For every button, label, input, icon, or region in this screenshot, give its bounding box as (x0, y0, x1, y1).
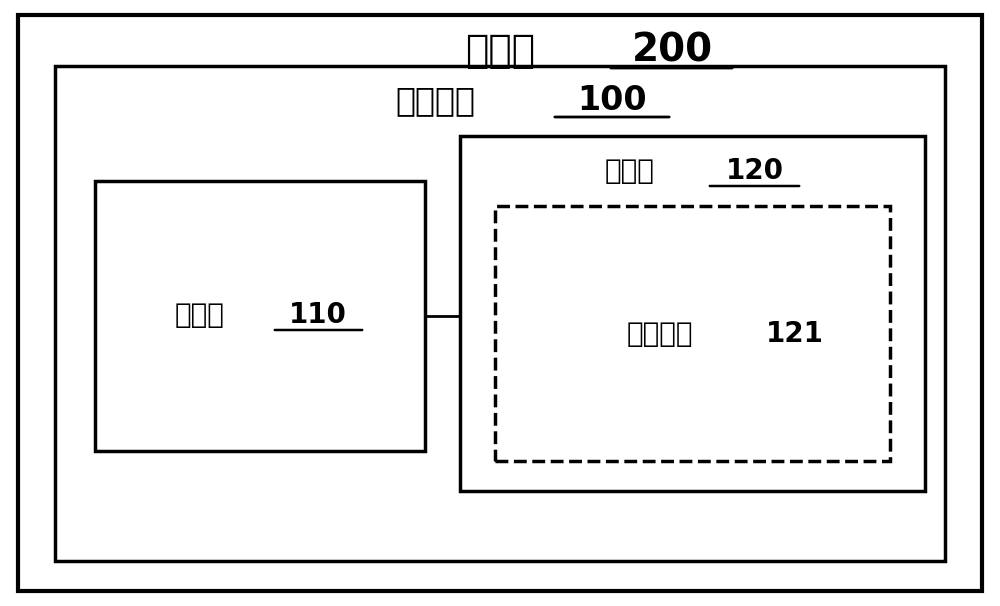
FancyBboxPatch shape (95, 181, 425, 451)
FancyBboxPatch shape (55, 66, 945, 561)
Text: 控制装置: 控制装置 (395, 84, 475, 118)
Text: 100: 100 (577, 84, 647, 118)
FancyBboxPatch shape (495, 206, 890, 461)
Text: 110: 110 (289, 301, 347, 329)
Text: 控制程序: 控制程序 (627, 320, 693, 348)
Text: 200: 200 (631, 32, 713, 70)
Text: 处理器: 处理器 (175, 301, 225, 329)
FancyBboxPatch shape (460, 136, 925, 491)
Text: 120: 120 (726, 157, 784, 185)
FancyBboxPatch shape (18, 15, 982, 591)
Text: 121: 121 (766, 320, 824, 348)
Text: 存储器: 存储器 (605, 157, 655, 185)
Text: 空调器: 空调器 (465, 32, 535, 70)
